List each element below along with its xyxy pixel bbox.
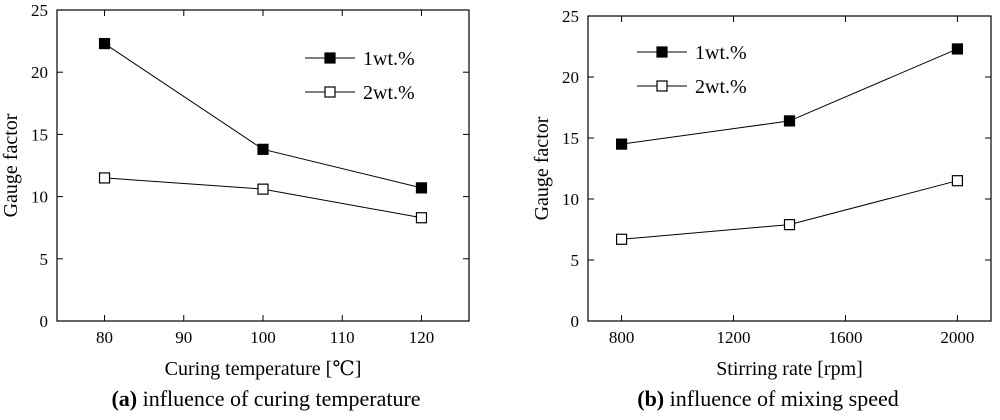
series-line-1 [621, 48, 958, 145]
legend-label: 1wt.% [363, 48, 415, 70]
figure-caption: (b) influence of mixing speed [637, 386, 899, 411]
data-point [98, 172, 111, 184]
data-point [415, 212, 428, 224]
x-tick-label: 80 [96, 328, 113, 347]
caption-text: influence of mixing speed [670, 386, 899, 411]
caption-letter: (b) [637, 386, 664, 411]
data-point [783, 115, 796, 127]
x-tick-label: 90 [175, 328, 192, 347]
data-point [951, 43, 964, 55]
legend-label: 1wt.% [695, 42, 747, 64]
plot-frame [587, 15, 992, 322]
y-tick-label: 10 [31, 188, 48, 207]
y-tick-label: 0 [40, 312, 49, 331]
data-point [783, 219, 796, 231]
x-tick-label: 1200 [717, 328, 751, 347]
y-tick-label: 0 [571, 312, 580, 331]
legend-marker [324, 52, 336, 64]
data-point [951, 175, 964, 187]
legend-marker [656, 46, 668, 58]
y-axis-title: Gauge factor [531, 116, 553, 220]
x-tick-label: 120 [409, 328, 435, 347]
x-tick-label: 100 [250, 328, 276, 347]
y-tick-label: 5 [571, 251, 580, 270]
legend-label: 2wt.% [695, 76, 747, 98]
y-tick-label: 10 [562, 190, 579, 209]
data-point [257, 183, 269, 195]
x-tick-label: 110 [330, 328, 355, 347]
chart-panel-b: 800 1200 1600 2000 0 5 10 15 20 25 Stirring rate [… [531, 7, 992, 411]
x-axis-title: Curing temperature [℃] [165, 358, 362, 380]
legend-marker [656, 80, 668, 92]
x-tick-label: 800 [609, 328, 635, 347]
y-tick-label: 20 [31, 63, 48, 82]
x-axis-title: Stirring rate [rpm] [716, 358, 863, 380]
x-tick-label: 2000 [940, 328, 974, 347]
caption-letter: (a) [111, 386, 137, 411]
data-point [98, 37, 111, 50]
x-tick-label: 1600 [828, 328, 862, 347]
y-tick-label: 20 [562, 68, 579, 87]
legend-marker [324, 86, 336, 98]
chart-panel-a: 80 90 100 110 120 0 5 10 15 20 25 Curing temperatur… [0, 1, 470, 411]
data-point [615, 233, 628, 245]
y-tick-label: 15 [31, 125, 48, 144]
data-point [615, 138, 628, 150]
y-tick-label: 5 [40, 250, 49, 269]
caption-text: influence of curing temperature [143, 386, 421, 411]
series-line-2 [621, 180, 958, 240]
y-tick-label: 15 [562, 129, 579, 148]
y-tick-label: 25 [31, 1, 48, 20]
y-axis-title: Gauge factor [0, 113, 22, 217]
legend-label: 2wt.% [363, 82, 415, 104]
data-point [257, 143, 269, 155]
y-tick-label: 25 [562, 7, 579, 26]
figure-caption: (a) influence of curing temperature [111, 386, 420, 411]
data-point [415, 182, 428, 194]
